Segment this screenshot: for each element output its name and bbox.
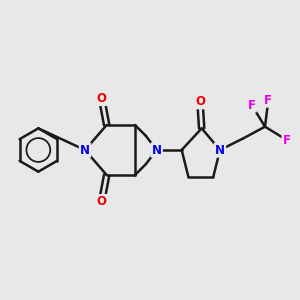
Text: F: F [283,134,291,146]
Text: N: N [80,143,90,157]
Text: F: F [248,98,256,112]
Text: N: N [152,143,162,157]
Text: O: O [97,195,107,208]
Text: O: O [195,95,205,108]
Text: F: F [264,94,272,106]
Text: N: N [215,143,225,157]
Text: O: O [97,92,107,105]
